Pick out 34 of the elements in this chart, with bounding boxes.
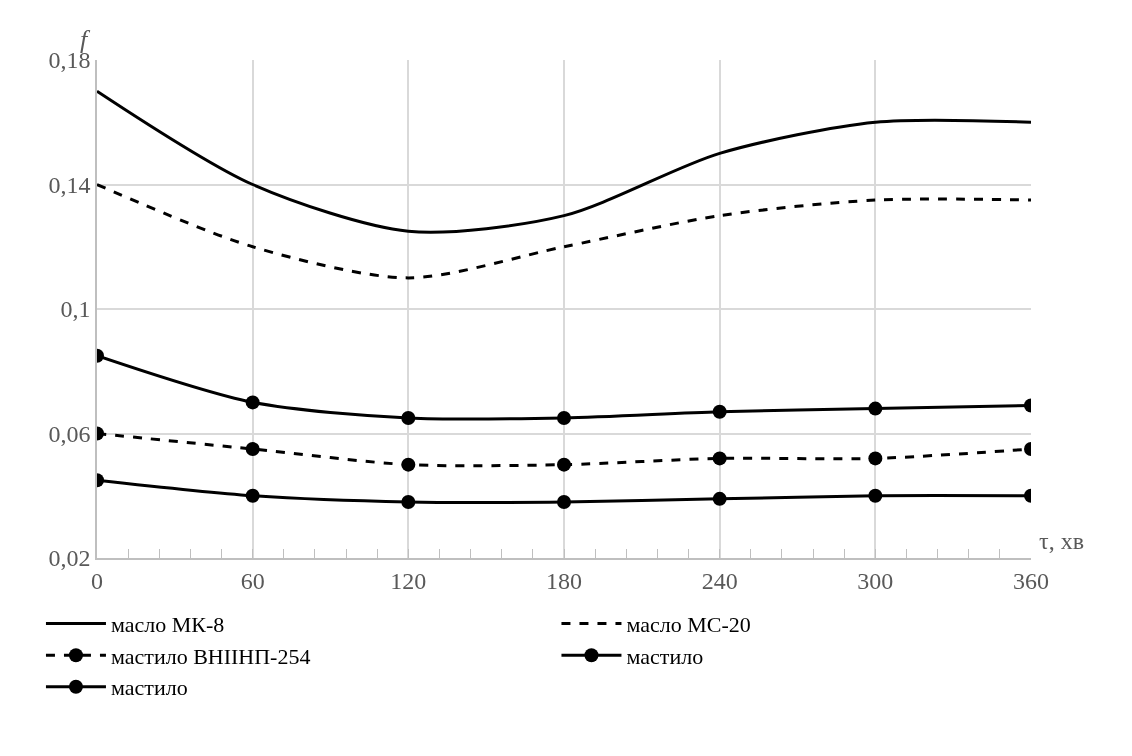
- point: [712, 404, 727, 419]
- x-tick-label: 180: [546, 567, 582, 594]
- y-tick-label: 0,06: [48, 420, 91, 447]
- legend-label: масло МС-20: [626, 612, 751, 638]
- point: [712, 451, 727, 466]
- point: [245, 395, 260, 410]
- y-tick-label: 0,14: [48, 171, 91, 198]
- x-tick-label: 60: [240, 567, 265, 594]
- point: [245, 442, 260, 457]
- legend-label: мастило ВНІІНП-254: [110, 643, 311, 669]
- point: [868, 488, 883, 503]
- point: [557, 494, 571, 509]
- point: [712, 491, 727, 506]
- x-tick-label: 360: [1013, 567, 1049, 594]
- legend-label: масло МК-8: [110, 612, 225, 638]
- legend-label: мастило: [110, 675, 188, 701]
- point: [557, 457, 571, 472]
- point: [557, 410, 571, 425]
- x-axis-title: τ, хв: [1039, 528, 1084, 554]
- line-series: [97, 89, 1031, 234]
- y-tick-label: 0,1: [60, 296, 91, 323]
- point: [245, 488, 260, 503]
- line-series: [97, 183, 1031, 280]
- x-tick-label: 240: [701, 567, 738, 594]
- point: [868, 401, 883, 416]
- y-tick-label: 0,02: [48, 545, 91, 572]
- point: [401, 410, 416, 425]
- point: [401, 457, 416, 472]
- x-tick-label: 120: [390, 567, 427, 594]
- x-tick-label: 0: [91, 567, 103, 594]
- x-tick-label: 300: [857, 567, 894, 594]
- point: [401, 494, 416, 509]
- legend-label: мастило: [626, 643, 704, 669]
- point: [868, 451, 883, 466]
